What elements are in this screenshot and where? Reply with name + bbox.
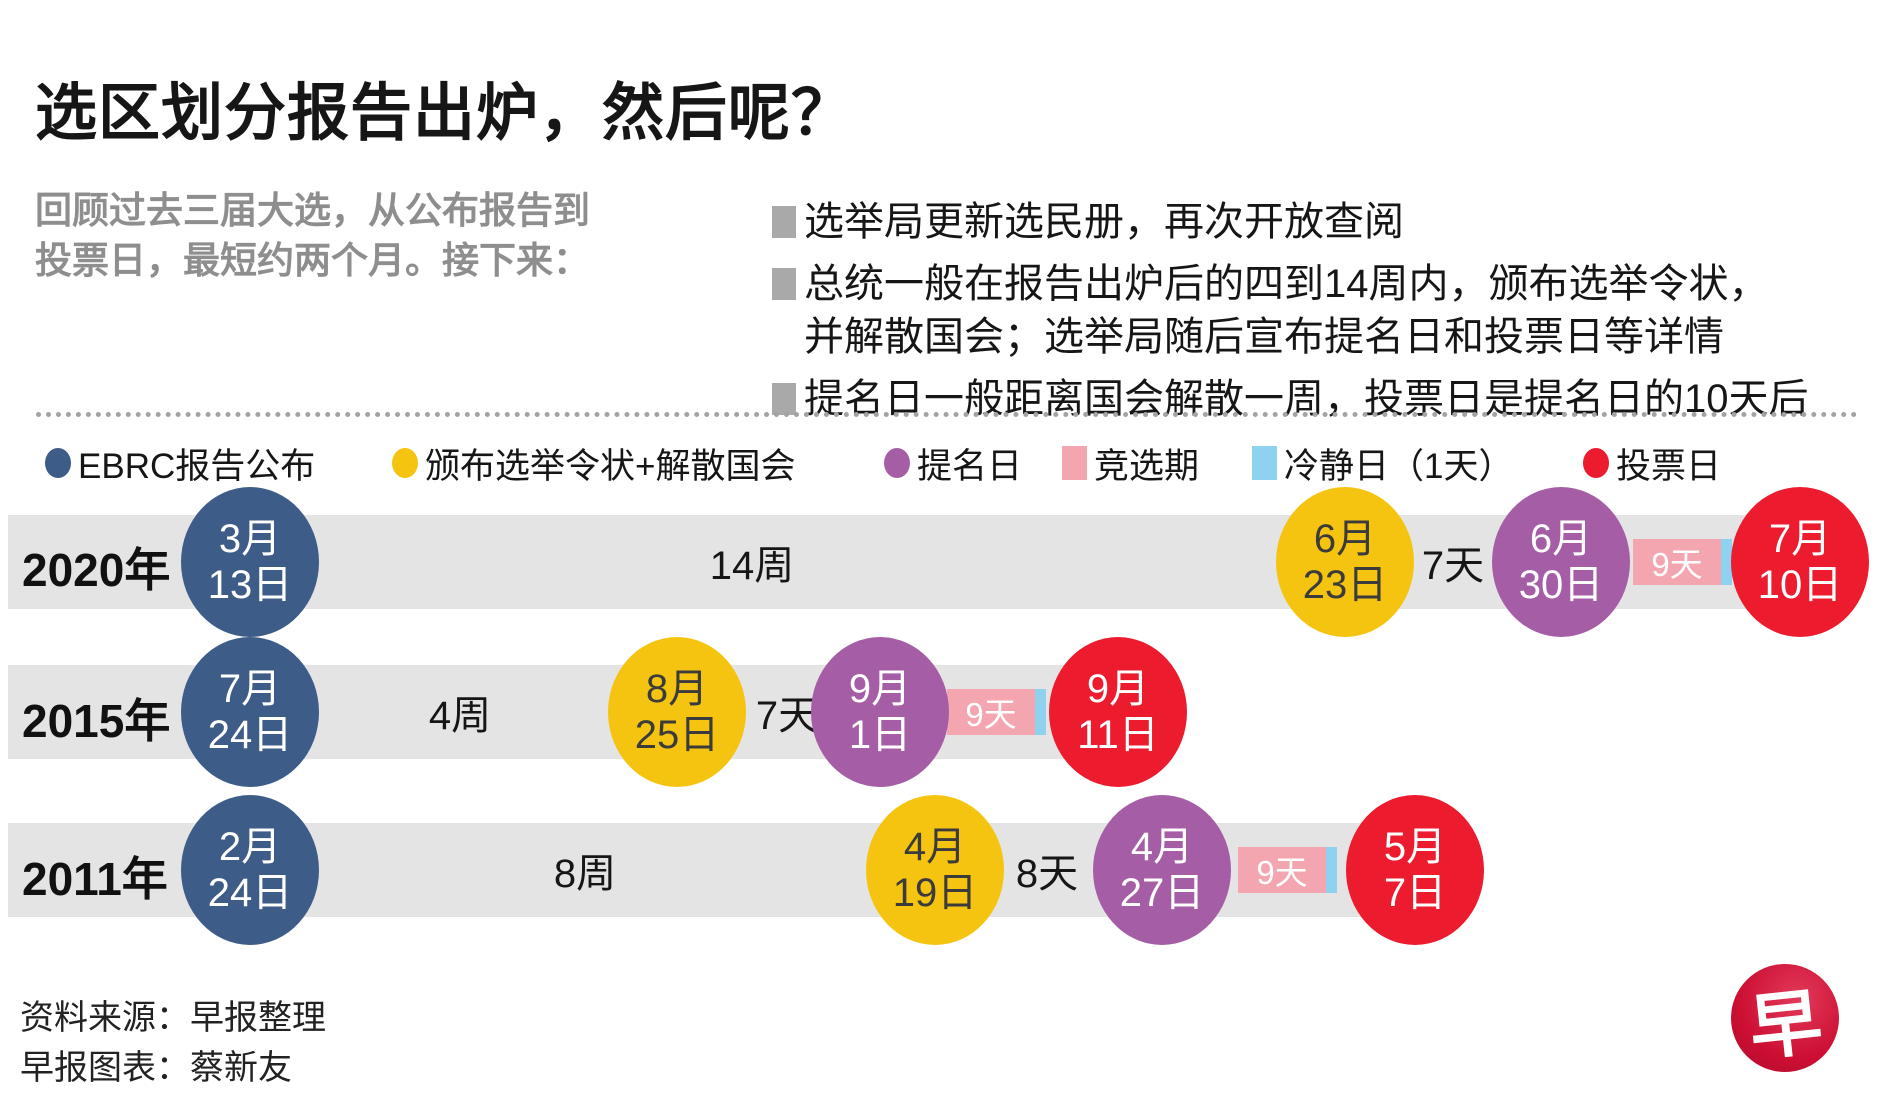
legend: EBRC报告公布 颁布选举令状+解散国会 提名日 竞选期 冷静日（1天） 投票日 bbox=[0, 441, 1893, 486]
legend-item-ebrc-report: EBRC报告公布 bbox=[45, 441, 315, 486]
year-label-2020: 2020年 bbox=[22, 544, 171, 596]
interval-label-report-to-writ: 14周 bbox=[709, 544, 795, 588]
cooling-off-strip bbox=[1326, 847, 1337, 893]
cooling-off-strip bbox=[1035, 689, 1046, 735]
event-month: 8月 bbox=[645, 667, 709, 711]
event-day: 27日 bbox=[1119, 871, 1205, 915]
interval-label-report-to-writ: 8周 bbox=[553, 852, 617, 896]
event-circle-nomination: 9月 1日 bbox=[811, 637, 949, 787]
intro-line-1: 回顾过去三届大选，从公布报告到 bbox=[35, 190, 590, 231]
interval-label-writ-to-nomination: 7天 bbox=[1421, 544, 1485, 588]
legend-label: 冷静日（1天） bbox=[1284, 446, 1514, 486]
event-day: 13日 bbox=[207, 563, 293, 607]
event-day: 24日 bbox=[207, 713, 293, 757]
legend-item-campaign: 竞选期 bbox=[1062, 441, 1199, 486]
event-day: 7日 bbox=[1383, 871, 1447, 915]
event-day: 23日 bbox=[1302, 563, 1388, 607]
bullet-list: 选举局更新选民册，再次开放查阅 总统一般在报告出炉后的四到14周内，颁布选举令状… bbox=[772, 196, 1809, 435]
event-circle-writ: 6月 23日 bbox=[1276, 487, 1414, 637]
credit-line: 早报图表：蔡新友 bbox=[20, 1049, 292, 1087]
event-month: 6月 bbox=[1313, 517, 1377, 561]
bullet-text: 总统一般在报告出炉后的四到14周内，颁布选举令状， bbox=[804, 262, 1769, 306]
bullet-square-icon bbox=[772, 268, 796, 300]
event-day: 1日 bbox=[848, 713, 912, 757]
bullet-item: 选举局更新选民册，再次开放查阅 bbox=[772, 196, 1809, 249]
cooling-off-strip bbox=[1721, 539, 1732, 585]
bullet-text: 选举局更新选民册，再次开放查阅 bbox=[804, 200, 1404, 244]
event-circle-polling: 9月 11日 bbox=[1049, 637, 1187, 787]
event-month: 7月 bbox=[218, 667, 282, 711]
event-day: 30日 bbox=[1518, 563, 1604, 607]
year-label-2015: 2015年 bbox=[22, 695, 171, 747]
purple-dot-icon bbox=[884, 448, 910, 478]
event-circle-writ: 8月 25日 bbox=[608, 637, 746, 787]
yellow-dot-icon bbox=[392, 448, 418, 478]
event-day: 24日 bbox=[207, 871, 293, 915]
logo-glyph: 早 bbox=[1745, 981, 1826, 1070]
legend-item-cooling-off: 冷静日（1天） bbox=[1252, 441, 1513, 486]
legend-item-nomination: 提名日 bbox=[884, 441, 1022, 486]
source-credit: 资料来源：早报整理 早报图表：蔡新友 bbox=[20, 993, 326, 1093]
event-circle-polling: 7月 10日 bbox=[1731, 487, 1869, 637]
event-month: 5月 bbox=[1383, 825, 1447, 869]
event-day: 19日 bbox=[892, 871, 978, 915]
intro-text: 回顾过去三届大选，从公布报告到 投票日，最短约两个月。接下来： bbox=[35, 186, 590, 286]
event-circle-report: 2月 24日 bbox=[181, 795, 319, 945]
event-day: 11日 bbox=[1077, 713, 1159, 757]
lightblue-square-icon bbox=[1252, 446, 1277, 480]
dotted-divider bbox=[36, 412, 1858, 417]
bullet-text: 提名日一般距离国会解散一周，投票日是提名日的10天后 bbox=[804, 377, 1809, 421]
event-month: 4月 bbox=[1130, 825, 1194, 869]
campaign-badge: 9天 bbox=[947, 689, 1035, 735]
legend-item-writ: 颁布选举令状+解散国会 bbox=[392, 441, 795, 486]
legend-item-polling: 投票日 bbox=[1583, 441, 1721, 486]
red-dot-icon bbox=[1583, 448, 1609, 478]
interval-label-writ-to-nomination: 7天 bbox=[755, 694, 819, 738]
bullet-square-icon bbox=[772, 383, 796, 415]
event-month: 7月 bbox=[1768, 517, 1832, 561]
legend-label: 提名日 bbox=[917, 446, 1023, 486]
source-line: 资料来源：早报整理 bbox=[20, 999, 326, 1037]
interval-label-report-to-writ: 4周 bbox=[428, 694, 492, 738]
event-day: 10日 bbox=[1757, 563, 1843, 607]
event-circle-nomination: 6月 30日 bbox=[1492, 487, 1630, 637]
blue-dot-icon bbox=[45, 448, 71, 478]
event-month: 6月 bbox=[1529, 517, 1593, 561]
bullet-square-icon bbox=[772, 206, 796, 238]
zaobao-logo-icon: 早 bbox=[1731, 964, 1839, 1072]
campaign-badge: 9天 bbox=[1238, 847, 1326, 893]
bullet-text: 并解散国会；选举局随后宣布提名日和投票日等详情 bbox=[804, 315, 1724, 359]
event-circle-nomination: 4月 27日 bbox=[1093, 795, 1231, 945]
event-month: 2月 bbox=[218, 825, 282, 869]
event-circle-polling: 5月 7日 bbox=[1346, 795, 1484, 945]
interval-label-writ-to-nomination: 8天 bbox=[1015, 852, 1079, 896]
event-month: 4月 bbox=[903, 825, 967, 869]
page-title: 选区划分报告出炉，然后呢？ bbox=[35, 79, 855, 148]
event-month: 3月 bbox=[218, 517, 282, 561]
legend-label: 投票日 bbox=[1616, 446, 1722, 486]
legend-label: 颁布选举令状+解散国会 bbox=[425, 446, 796, 486]
event-day: 25日 bbox=[634, 713, 720, 757]
year-label-2011: 2011年 bbox=[22, 853, 168, 905]
bullet-item: 总统一般在报告出炉后的四到14周内，颁布选举令状， 并解散国会；选举局随后宣布提… bbox=[772, 258, 1809, 364]
legend-label: EBRC报告公布 bbox=[78, 446, 316, 486]
event-circle-report: 7月 24日 bbox=[181, 637, 319, 787]
pink-square-icon bbox=[1062, 446, 1087, 480]
intro-line-2: 投票日，最短约两个月。接下来： bbox=[35, 240, 590, 281]
bullet-item: 提名日一般距离国会解散一周，投票日是提名日的10天后 bbox=[772, 373, 1809, 426]
event-circle-report: 3月 13日 bbox=[181, 487, 319, 637]
event-circle-writ: 4月 19日 bbox=[866, 795, 1004, 945]
event-month: 9月 bbox=[1086, 667, 1150, 711]
campaign-badge: 9天 bbox=[1633, 539, 1721, 585]
event-month: 9月 bbox=[848, 667, 912, 711]
legend-label: 竞选期 bbox=[1094, 446, 1200, 486]
